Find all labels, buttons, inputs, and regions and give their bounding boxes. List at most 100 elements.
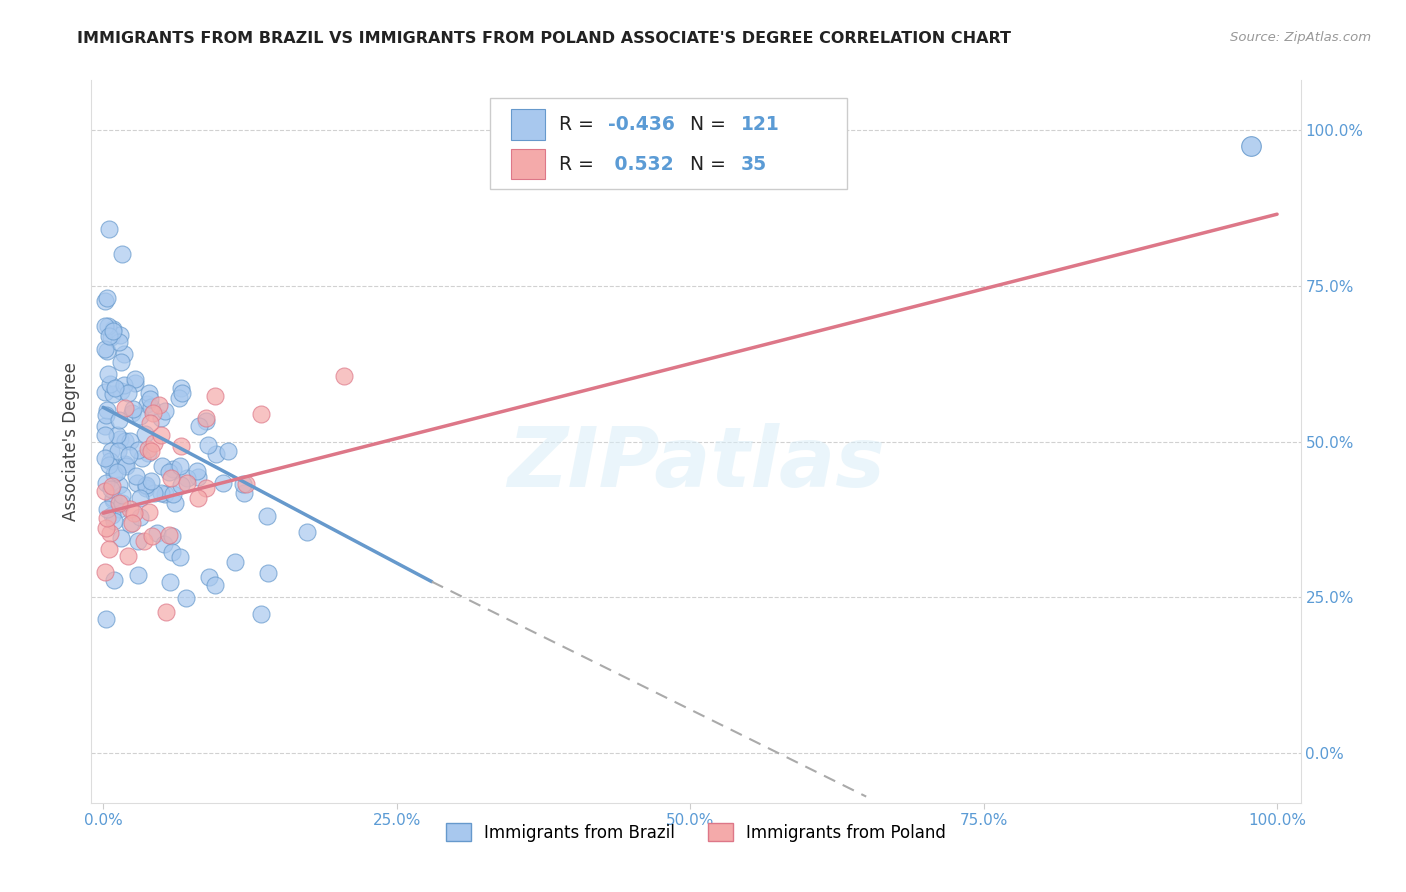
- Point: [100, 444, 122, 458]
- Point: [98, 377, 121, 392]
- Point: [104, 381, 127, 395]
- Point: [169, 550, 191, 565]
- Point: [153, 537, 176, 551]
- Point: [135, 479, 157, 493]
- Point: [1240, 138, 1263, 153]
- Point: [103, 386, 125, 401]
- Point: [170, 439, 193, 453]
- FancyBboxPatch shape: [510, 109, 546, 139]
- Text: 0.532: 0.532: [607, 155, 673, 174]
- Point: [153, 404, 176, 418]
- Point: [105, 465, 128, 479]
- Point: [114, 458, 136, 472]
- Point: [162, 487, 184, 501]
- Point: [204, 389, 226, 403]
- Text: IMMIGRANTS FROM BRAZIL VS IMMIGRANTS FROM POLAND ASSOCIATE'S DEGREE CORRELATION : IMMIGRANTS FROM BRAZIL VS IMMIGRANTS FRO…: [77, 31, 1011, 46]
- Point: [96, 409, 118, 423]
- Point: [135, 482, 157, 496]
- Point: [96, 475, 118, 490]
- Point: [139, 474, 162, 488]
- Point: [232, 477, 254, 491]
- Point: [101, 493, 124, 508]
- Point: [128, 491, 150, 505]
- Point: [121, 406, 143, 420]
- Text: R =: R =: [560, 115, 600, 134]
- Point: [139, 444, 162, 458]
- Point: [194, 411, 217, 425]
- Point: [150, 458, 173, 473]
- Point: [187, 491, 209, 505]
- Point: [198, 569, 221, 583]
- Point: [170, 381, 193, 395]
- Point: [112, 347, 135, 361]
- Point: [96, 510, 118, 524]
- Point: [117, 385, 139, 400]
- Point: [97, 367, 120, 381]
- Point: [101, 491, 124, 506]
- Point: [125, 475, 148, 490]
- Point: [103, 514, 125, 528]
- Point: [162, 529, 184, 543]
- Point: [112, 377, 135, 392]
- Point: [98, 526, 121, 541]
- Point: [139, 392, 162, 407]
- Point: [101, 322, 124, 336]
- Point: [211, 476, 233, 491]
- Point: [125, 469, 148, 483]
- Point: [96, 344, 118, 359]
- Point: [186, 464, 208, 478]
- Point: [127, 534, 149, 549]
- Point: [111, 495, 134, 509]
- Point: [94, 451, 117, 466]
- Point: [139, 416, 162, 430]
- Point: [110, 531, 132, 545]
- Point: [134, 427, 156, 442]
- Point: [96, 291, 118, 305]
- Point: [101, 508, 124, 522]
- Point: [120, 434, 142, 448]
- Point: [108, 502, 131, 516]
- Point: [122, 402, 145, 417]
- Text: ZIPatlas: ZIPatlas: [508, 423, 884, 504]
- Point: [94, 419, 117, 434]
- Point: [197, 438, 219, 452]
- Text: 35: 35: [741, 155, 766, 174]
- Point: [172, 386, 194, 401]
- Point: [96, 403, 118, 417]
- Point: [142, 406, 165, 420]
- Point: [169, 458, 191, 473]
- Text: N =: N =: [690, 115, 731, 134]
- Point: [94, 612, 117, 626]
- Point: [108, 328, 131, 343]
- Point: [127, 442, 149, 457]
- Point: [250, 607, 273, 622]
- Point: [110, 355, 132, 369]
- Point: [149, 411, 172, 425]
- Point: [110, 488, 132, 502]
- Point: [94, 483, 117, 498]
- FancyBboxPatch shape: [510, 149, 546, 179]
- Point: [121, 516, 143, 531]
- Point: [205, 447, 228, 461]
- Point: [256, 508, 278, 523]
- Point: [94, 565, 117, 579]
- Point: [148, 398, 170, 412]
- Point: [295, 524, 318, 539]
- Point: [136, 446, 159, 460]
- Point: [108, 478, 131, 492]
- Point: [174, 591, 197, 605]
- Point: [127, 567, 149, 582]
- Point: [162, 462, 184, 476]
- Point: [138, 386, 160, 401]
- Point: [94, 521, 117, 535]
- Point: [135, 478, 157, 492]
- Point: [107, 444, 129, 458]
- Point: [165, 496, 187, 510]
- Point: [96, 502, 118, 516]
- Text: 121: 121: [741, 115, 779, 134]
- Point: [94, 427, 117, 442]
- Legend: Immigrants from Brazil, Immigrants from Poland: Immigrants from Brazil, Immigrants from …: [439, 817, 953, 848]
- Point: [167, 392, 190, 406]
- Point: [108, 413, 131, 427]
- Point: [94, 385, 117, 400]
